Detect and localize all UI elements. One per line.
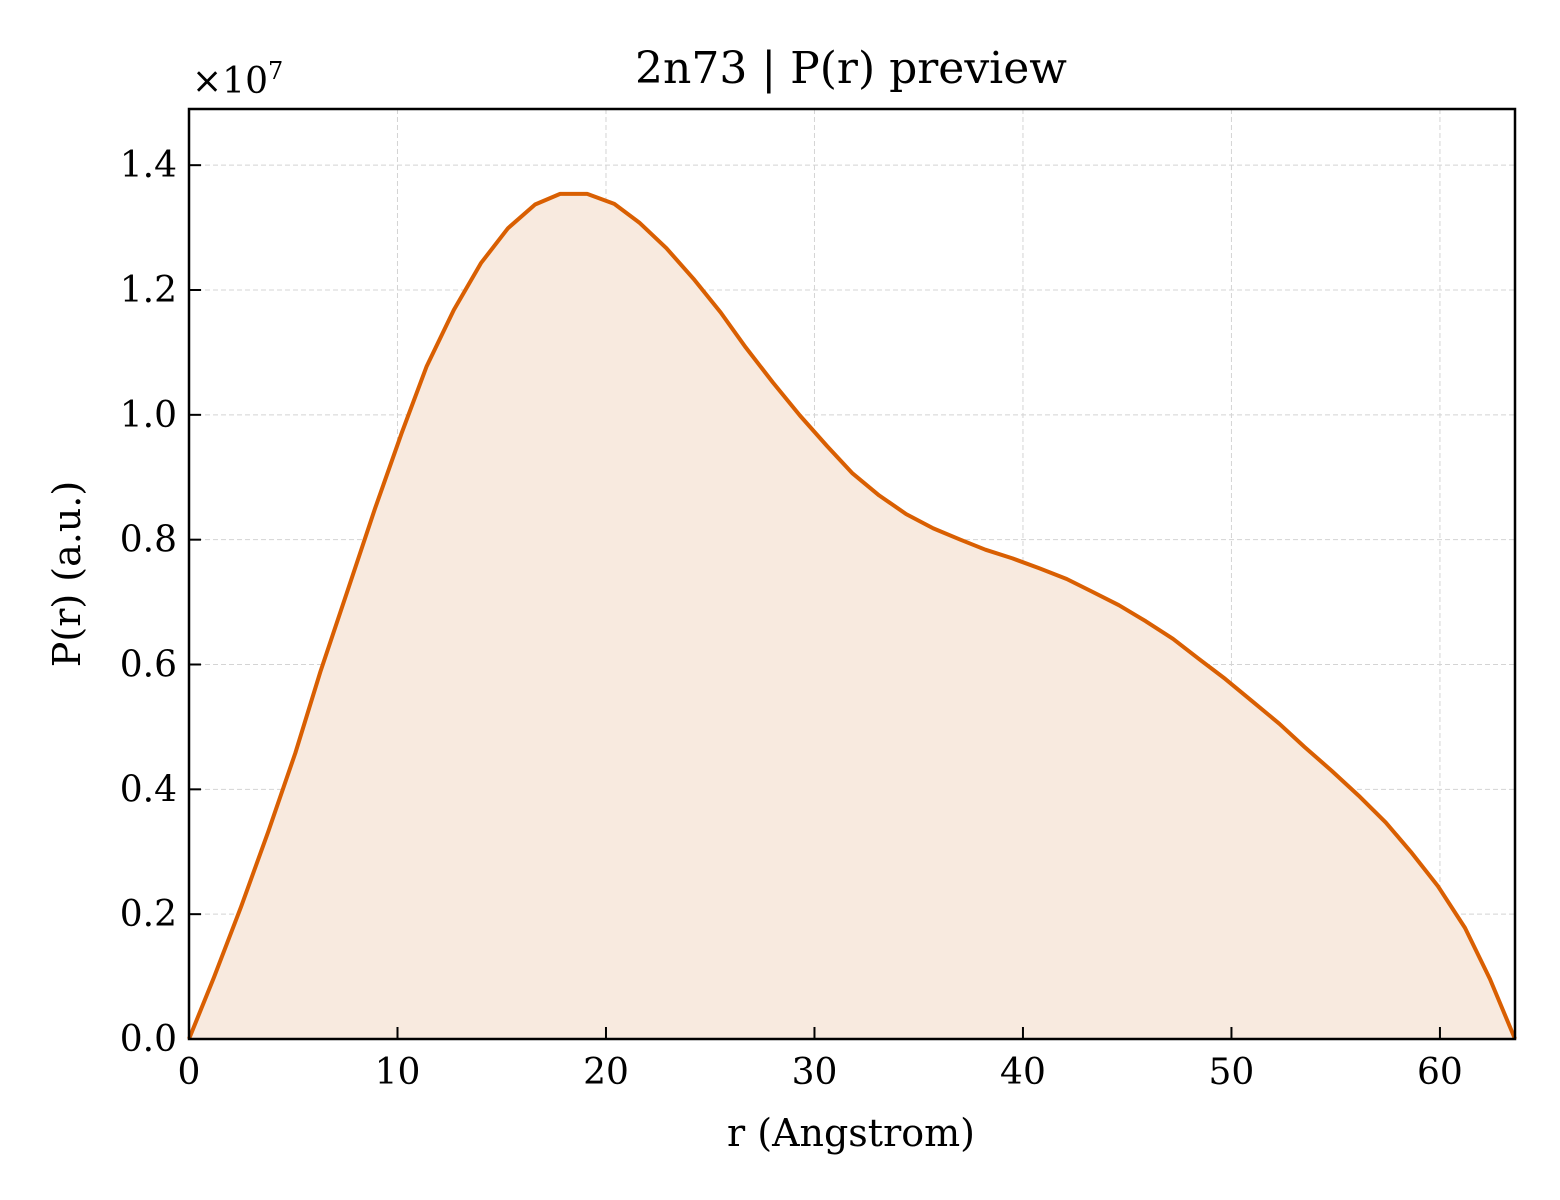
y-tick-label: 0.6 [120, 645, 177, 686]
y-multiplier: ×107 [192, 57, 283, 102]
x-tick-label: 30 [792, 1052, 838, 1093]
y-multiplier-exponent: 7 [268, 57, 283, 85]
pr-series-line [187, 191, 1517, 1040]
y-tick-label: 0.2 [120, 894, 177, 935]
x-tick-label: 10 [375, 1052, 421, 1093]
y-tick-label: 0.8 [120, 520, 177, 561]
plot-frame [187, 107, 1517, 1041]
y-tick-label: 0.4 [120, 769, 177, 810]
y-tick-label: 1.4 [120, 145, 177, 186]
x-tick-label: 60 [1417, 1052, 1463, 1093]
x-tick-label: 40 [1000, 1052, 1046, 1093]
x-tick-label: 0 [178, 1052, 201, 1093]
x-tick-label: 50 [1209, 1052, 1255, 1093]
y-tick-label: 0.0 [120, 1019, 177, 1060]
y-multiplier-base: ×10 [192, 61, 268, 102]
x-tick-label: 20 [583, 1052, 629, 1093]
y-tick-label: 1.0 [120, 395, 177, 436]
x-axis-ticks: 0 10 20 30 40 50 60 [178, 1027, 1463, 1093]
y-axis-ticks: 0.0 0.2 0.4 0.6 0.8 1.0 1.2 1.4 [120, 145, 201, 1060]
x-axis-label: r (Angstrom) [727, 1111, 975, 1155]
pr-area-fill [189, 193, 1515, 1039]
y-tick-label: 1.2 [120, 270, 177, 311]
chart-title: 2n73 | P(r) preview [635, 43, 1067, 94]
y-axis-label: P(r) (a.u.) [45, 481, 89, 667]
